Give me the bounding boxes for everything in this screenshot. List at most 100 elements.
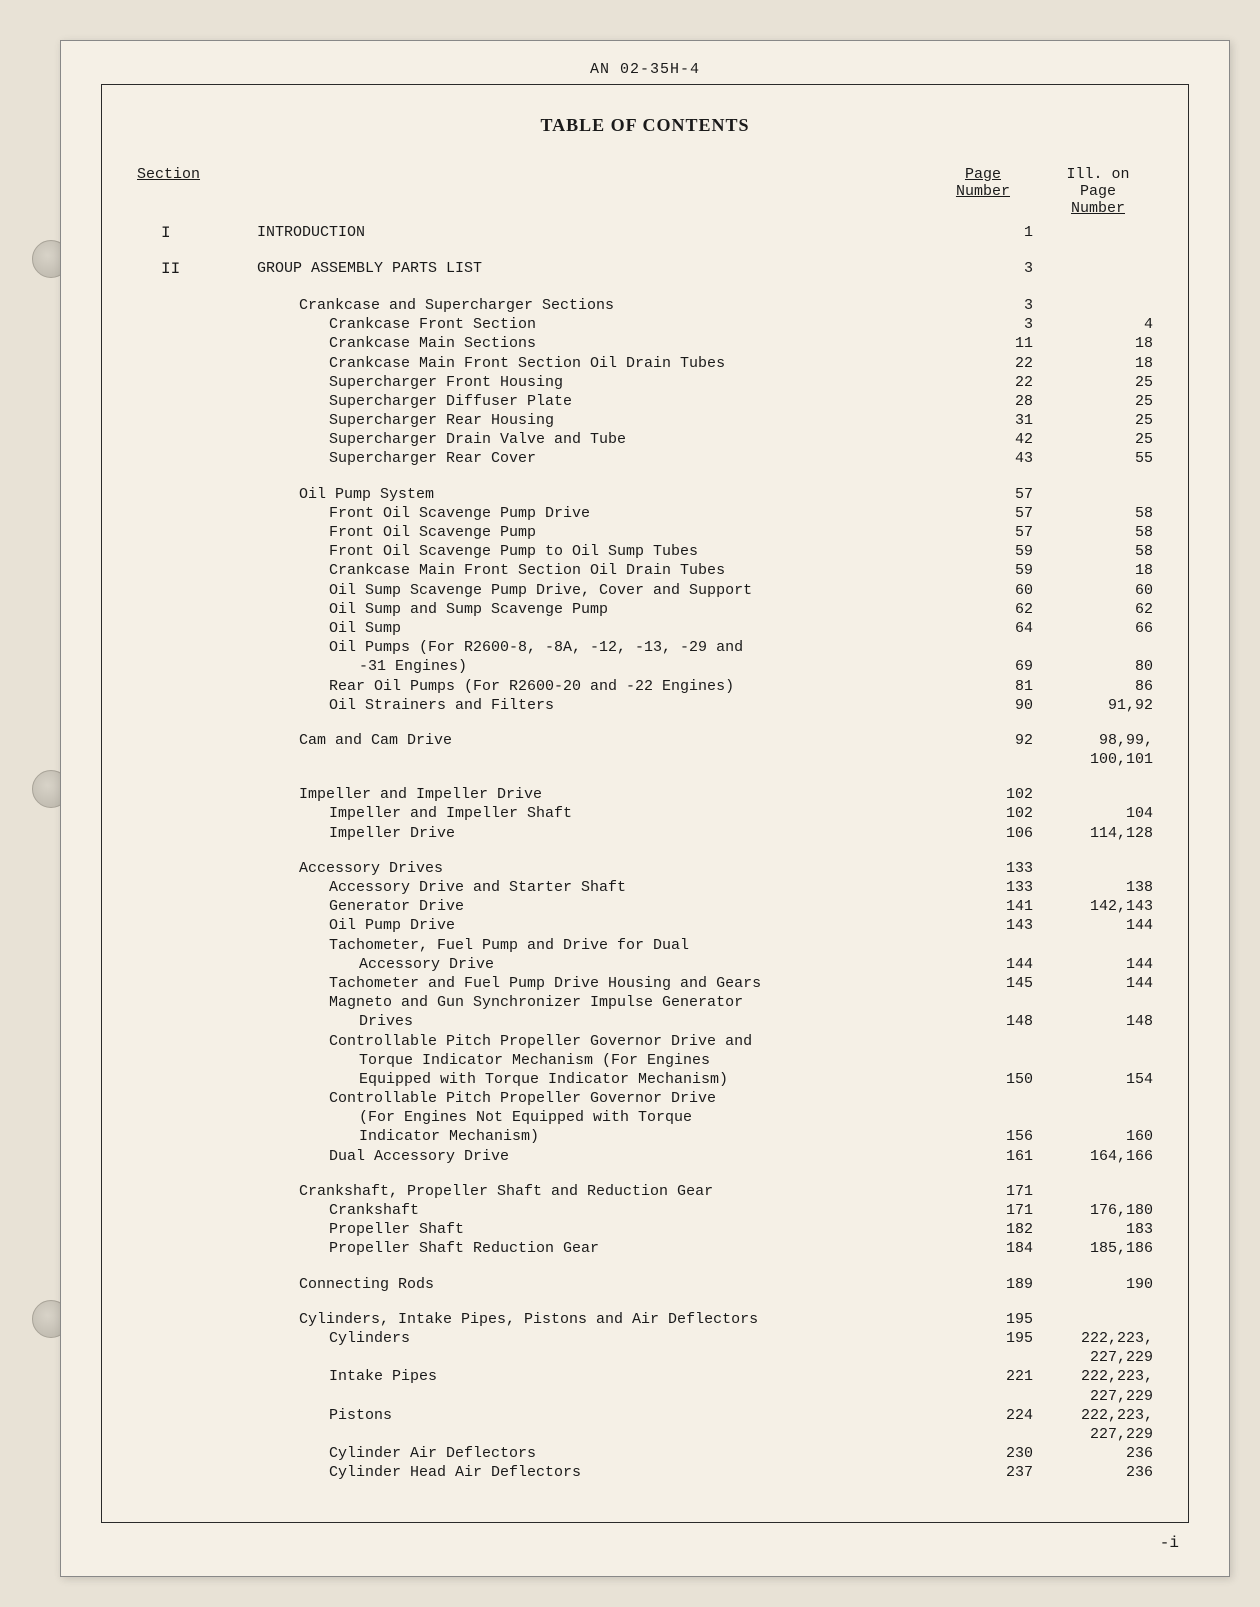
page-number-cell: 143 xyxy=(933,916,1033,935)
document-page: AN 02-35H-4 TABLE OF CONTENTS Section Pa… xyxy=(60,40,1230,1577)
page-number-cell: 31 xyxy=(933,411,1033,430)
section-number xyxy=(137,392,257,411)
page-number-cell: 102 xyxy=(933,785,1033,804)
toc-row: Controllable Pitch Propeller Governor Dr… xyxy=(137,1032,1153,1051)
illustration-page-cell: 236 xyxy=(1043,1444,1153,1463)
toc-row: Crankshaft, Propeller Shaft and Reductio… xyxy=(137,1182,1153,1201)
header-description xyxy=(257,166,933,217)
page-number-cell: 92 xyxy=(933,731,1033,750)
toc-row: Magneto and Gun Synchronizer Impulse Gen… xyxy=(137,993,1153,1012)
section-number xyxy=(137,1444,257,1463)
page-number-cell xyxy=(933,993,1033,1012)
illustration-page-cell: 66 xyxy=(1043,619,1153,638)
page-number-cell: 106 xyxy=(933,824,1033,843)
section-number xyxy=(137,600,257,619)
toc-row: Tachometer, Fuel Pump and Drive for Dual xyxy=(137,936,1153,955)
toc-row: Crankcase Main Sections1118 xyxy=(137,334,1153,353)
page-number-cell: 60 xyxy=(933,581,1033,600)
section-number xyxy=(137,1329,257,1348)
page-number-cell: 182 xyxy=(933,1220,1033,1239)
section-number xyxy=(137,1070,257,1089)
illustration-page-cell: 160 xyxy=(1043,1127,1153,1146)
section-number xyxy=(137,1182,257,1201)
toc-row: Drives148148 xyxy=(137,1012,1153,1031)
page-number-cell xyxy=(933,1032,1033,1051)
toc-description: (For Engines Not Equipped with Torque xyxy=(257,1108,933,1127)
toc-description: Oil Sump and Sump Scavenge Pump xyxy=(257,600,933,619)
spacer-row xyxy=(137,469,1153,485)
section-number xyxy=(137,859,257,878)
section-number xyxy=(137,785,257,804)
section-number xyxy=(137,1108,257,1127)
page-number-cell: 171 xyxy=(933,1201,1033,1220)
section-number xyxy=(137,1220,257,1239)
toc-description: Cylinders, Intake Pipes, Pistons and Air… xyxy=(257,1310,933,1329)
page-number-cell: 22 xyxy=(933,373,1033,392)
page-number-cell xyxy=(933,1051,1033,1070)
page-number-cell: 69 xyxy=(933,657,1033,676)
header-page: Page Number xyxy=(933,166,1033,217)
toc-description: Propeller Shaft Reduction Gear xyxy=(257,1239,933,1258)
spacer-row xyxy=(137,1294,1153,1310)
toc-description: Accessory Drive and Starter Shaft xyxy=(257,878,933,897)
toc-description: Impeller Drive xyxy=(257,824,933,843)
section-number xyxy=(137,1201,257,1220)
toc-row: 100,101 xyxy=(137,750,1153,769)
illustration-page-cell: 164,166 xyxy=(1043,1147,1153,1166)
section-number xyxy=(137,974,257,993)
toc-description: Cylinder Air Deflectors xyxy=(257,1444,933,1463)
spacer-row xyxy=(137,769,1153,785)
illustration-page-cell: 227,229 xyxy=(1043,1387,1153,1406)
toc-row: Oil Pump Drive143144 xyxy=(137,916,1153,935)
illustration-page-cell: 114,128 xyxy=(1043,824,1153,843)
page-number-cell: 133 xyxy=(933,878,1033,897)
section-number xyxy=(137,657,257,676)
toc-description: Crankcase Main Front Section Oil Drain T… xyxy=(257,354,933,373)
toc-description: Crankshaft, Propeller Shaft and Reductio… xyxy=(257,1182,933,1201)
toc-description: Connecting Rods xyxy=(257,1275,933,1294)
toc-row: IINTRODUCTION1 xyxy=(137,223,1153,243)
section-number xyxy=(137,619,257,638)
section-number xyxy=(137,485,257,504)
toc-row: Oil Sump6466 xyxy=(137,619,1153,638)
toc-description: Propeller Shaft xyxy=(257,1220,933,1239)
section-number xyxy=(137,430,257,449)
section-number xyxy=(137,955,257,974)
illustration-page-cell: 60 xyxy=(1043,581,1153,600)
section-number xyxy=(137,804,257,823)
toc-description: Equipped with Torque Indicator Mechanism… xyxy=(257,1070,933,1089)
toc-description: Controllable Pitch Propeller Governor Dr… xyxy=(257,1089,933,1108)
toc-description: Oil Pumps (For R2600-8, -8A, -12, -13, -… xyxy=(257,638,933,657)
toc-description: Magneto and Gun Synchronizer Impulse Gen… xyxy=(257,993,933,1012)
page-number-cell xyxy=(933,1425,1033,1444)
toc-description: Supercharger Drain Valve and Tube xyxy=(257,430,933,449)
illustration-page-cell: 98,99, xyxy=(1043,731,1153,750)
toc-row: Equipped with Torque Indicator Mechanism… xyxy=(137,1070,1153,1089)
page-title: TABLE OF CONTENTS xyxy=(137,115,1153,136)
toc-description: Indicator Mechanism) xyxy=(257,1127,933,1146)
toc-row: Supercharger Rear Housing3125 xyxy=(137,411,1153,430)
toc-description: Controllable Pitch Propeller Governor Dr… xyxy=(257,1032,933,1051)
page-number-cell: 195 xyxy=(933,1310,1033,1329)
header-illustration: Ill. on Page Number xyxy=(1043,166,1153,217)
toc-row: Crankcase Front Section34 xyxy=(137,315,1153,334)
page-number-cell: 57 xyxy=(933,485,1033,504)
section-number xyxy=(137,315,257,334)
page-number-cell: 43 xyxy=(933,449,1033,468)
toc-row: Cam and Cam Drive9298,99, xyxy=(137,731,1153,750)
page-number-cell: 11 xyxy=(933,334,1033,353)
section-number xyxy=(137,677,257,696)
toc-row: -31 Engines)6980 xyxy=(137,657,1153,676)
page-number-cell: 62 xyxy=(933,600,1033,619)
page-number-cell: 3 xyxy=(933,259,1033,279)
illustration-page-cell: 18 xyxy=(1043,334,1153,353)
page-number-cell xyxy=(933,1108,1033,1127)
toc-row: Supercharger Drain Valve and Tube4225 xyxy=(137,430,1153,449)
toc-row: Propeller Shaft Reduction Gear184185,186 xyxy=(137,1239,1153,1258)
toc-description: Oil Strainers and Filters xyxy=(257,696,933,715)
toc-row: Supercharger Rear Cover4355 xyxy=(137,449,1153,468)
toc-description: Crankcase Front Section xyxy=(257,315,933,334)
section-number xyxy=(137,936,257,955)
illustration-page-cell: 80 xyxy=(1043,657,1153,676)
toc-description: Oil Sump xyxy=(257,619,933,638)
